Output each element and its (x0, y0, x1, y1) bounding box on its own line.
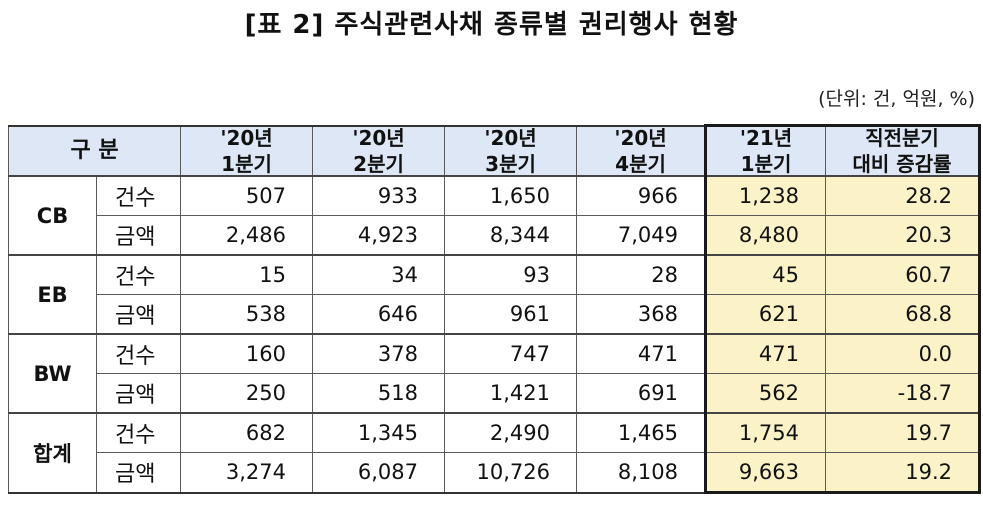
value-cell: 562 (704, 373, 827, 414)
group-label: 합계 (8, 412, 97, 494)
value-cell: 19.2 (825, 452, 982, 494)
value-cell: 28.2 (825, 175, 982, 216)
value-cell: 28 (576, 254, 707, 295)
value-cell: 19.7 (825, 412, 982, 453)
value-cell: 966 (576, 175, 707, 216)
value-cell: -18.7 (825, 373, 982, 414)
value-cell: 378 (312, 333, 446, 374)
value-cell: 507 (180, 175, 314, 216)
unit-note: (단위: 건, 억원, %) (818, 88, 975, 110)
header-change-line2: 대비 증감률 (852, 152, 952, 176)
value-cell: 1,650 (444, 175, 578, 216)
header-20q4-quarter: 4분기 (615, 151, 666, 176)
value-cell: 961 (444, 294, 578, 335)
value-cell: 45 (704, 254, 827, 295)
table-row: 금액 2,486 4,923 8,344 7,049 8,480 20.3 (9, 215, 982, 256)
value-cell: 691 (576, 373, 707, 414)
value-cell: 1,421 (444, 373, 578, 414)
value-cell: 538 (180, 294, 314, 335)
table-row: 금액 3,274 6,087 10,726 8,108 9,663 19.2 (9, 452, 982, 494)
value-cell: 60.7 (825, 254, 982, 295)
value-cell: 9,663 (704, 452, 827, 494)
value-cell: 4,923 (312, 215, 446, 256)
header-20q3-year: '20년 (484, 125, 537, 150)
table-row: BW 건수 160 378 747 471 471 0.0 (8, 333, 982, 414)
table-row: 금액 250 518 1,421 691 562 -18.7 (9, 373, 982, 414)
value-cell: 646 (312, 294, 446, 335)
row-label: 건수 (95, 333, 182, 374)
row-label: 건수 (95, 254, 182, 295)
value-cell: 747 (444, 333, 578, 374)
value-cell: 368 (576, 294, 707, 335)
value-cell: 6,087 (312, 452, 446, 494)
value-cell: 933 (312, 175, 446, 216)
row-label: 금액 (95, 294, 182, 335)
header-20q2-year: '20년 (352, 125, 405, 150)
value-cell: 20.3 (825, 215, 982, 256)
value-cell: 1,238 (704, 175, 827, 216)
group-label: BW (8, 333, 97, 414)
value-cell: 518 (312, 373, 446, 414)
value-cell: 471 (576, 333, 707, 374)
value-cell: 8,344 (444, 215, 578, 256)
value-cell: 2,490 (444, 412, 578, 453)
value-cell: 1,465 (576, 412, 707, 453)
header-category: 구 분 (7, 124, 182, 177)
header-21q1: '21년 1분기 (704, 124, 827, 177)
header-20q4-year: '20년 (614, 125, 667, 150)
value-cell: 1,345 (312, 412, 446, 453)
header-21q1-quarter: 1분기 (740, 152, 792, 176)
value-cell: 1,754 (704, 412, 827, 453)
table-row: CB 건수 507 933 1,650 966 1,238 28.2 (8, 175, 982, 256)
table-title: [표 2] 주식관련사채 종류별 권리행사 현황 (244, 10, 739, 40)
value-cell: 10,726 (444, 452, 578, 494)
value-cell: 7,049 (576, 215, 707, 256)
value-cell: 3,274 (180, 452, 314, 494)
value-cell: 0.0 (825, 333, 982, 374)
value-cell: 15 (180, 254, 314, 295)
value-cell: 621 (704, 294, 827, 335)
table-row: 금액 538 646 961 368 621 68.8 (9, 294, 982, 335)
value-cell: 682 (180, 412, 314, 453)
value-cell: 8,480 (704, 215, 827, 256)
header-20q3: '20년 3분기 (444, 124, 578, 177)
header-20q1-year: '20년 (220, 125, 273, 150)
value-cell: 68.8 (825, 294, 982, 335)
header-20q1: '20년 1분기 (180, 124, 314, 177)
header-21q1-year: '21년 (739, 126, 793, 150)
group-label: EB (8, 254, 97, 335)
header-change: 직전분기 대비 증감률 (825, 124, 982, 177)
header-row: 구 분 '20년 1분기 '20년 2분기 '20년 3분기 '20년 4분기 … (7, 124, 982, 177)
header-20q3-quarter: 3분기 (485, 151, 536, 176)
header-20q2-quarter: 2분기 (353, 151, 404, 176)
value-cell: 471 (704, 333, 827, 374)
table-row: EB 건수 15 34 93 28 45 60.7 (8, 254, 982, 335)
value-cell: 2,486 (180, 215, 314, 256)
row-label: 건수 (95, 412, 182, 453)
row-label: 건수 (95, 175, 182, 216)
group-label: CB (8, 175, 97, 256)
row-label: 금액 (95, 373, 182, 414)
value-cell: 93 (444, 254, 578, 295)
rights-exercise-table: 구 분 '20년 1분기 '20년 2분기 '20년 3분기 '20년 4분기 … (7, 124, 982, 494)
row-label: 금액 (95, 452, 182, 494)
value-cell: 250 (180, 373, 314, 414)
value-cell: 160 (180, 333, 314, 374)
value-cell: 34 (312, 254, 446, 295)
value-cell: 8,108 (576, 452, 707, 494)
table-body: CB 건수 507 933 1,650 966 1,238 28.2 금액 2,486 4,923 8… (8, 175, 982, 494)
header-change-line1: 직전분기 (865, 126, 939, 150)
header-20q4: '20년 4분기 (576, 124, 707, 177)
row-label: 금액 (95, 215, 182, 256)
header-20q2: '20년 2분기 (312, 124, 446, 177)
table-row: 합계 건수 682 1,345 2,490 1,465 1,754 19.7 (8, 412, 982, 494)
header-20q1-quarter: 1분기 (221, 151, 272, 176)
